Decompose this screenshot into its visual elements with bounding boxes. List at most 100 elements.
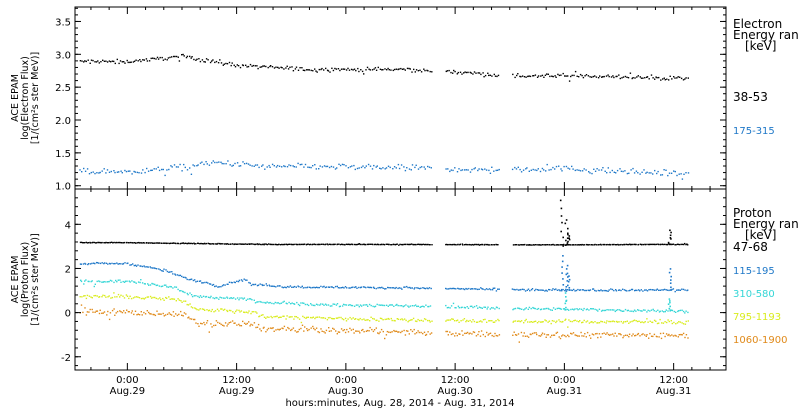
data-point	[603, 243, 605, 246]
data-point	[424, 69, 426, 72]
data-point	[261, 284, 264, 287]
data-point	[362, 243, 364, 246]
data-point	[169, 242, 172, 244]
data-point	[604, 289, 607, 292]
data-point	[685, 243, 687, 246]
data-point	[626, 334, 629, 337]
data-point	[667, 310, 669, 312]
data-point	[101, 281, 103, 283]
data-point	[366, 66, 369, 69]
data-point	[669, 229, 671, 232]
data-point	[243, 163, 246, 165]
data-point	[183, 242, 185, 245]
data-point	[211, 308, 213, 311]
data-point	[140, 279, 142, 281]
data-point	[164, 242, 166, 244]
data-point	[113, 241, 115, 244]
data-point	[540, 244, 542, 246]
data-point	[306, 316, 308, 319]
data-point	[460, 169, 462, 172]
data-point	[201, 161, 203, 163]
data-point	[116, 262, 118, 264]
data-point	[660, 337, 663, 340]
y-axis-label: log(Proton Flux)	[20, 242, 31, 317]
data-point	[523, 288, 525, 291]
data-point	[655, 76, 657, 78]
data-point	[330, 286, 332, 288]
data-point	[152, 313, 154, 316]
data-point	[126, 280, 128, 282]
data-point	[269, 301, 271, 304]
data-point	[630, 244, 632, 246]
data-point	[551, 334, 553, 337]
data-point	[556, 307, 558, 310]
data-point	[306, 286, 308, 289]
data-point	[290, 243, 292, 246]
data-point	[648, 337, 650, 339]
data-point	[415, 69, 418, 71]
data-point	[201, 296, 203, 298]
data-point	[114, 296, 116, 298]
data-point	[388, 243, 390, 246]
data-point	[333, 287, 335, 289]
data-point	[403, 166, 405, 168]
data-point	[661, 289, 663, 291]
data-point	[82, 242, 84, 244]
data-point	[231, 243, 234, 245]
data-point	[411, 243, 413, 245]
data-point	[211, 326, 213, 328]
data-point	[273, 330, 275, 332]
data-point	[659, 318, 661, 321]
data-point	[108, 318, 111, 321]
data-point	[448, 319, 450, 321]
data-point	[260, 301, 262, 303]
data-point	[409, 68, 411, 70]
data-point	[494, 287, 496, 289]
data-point	[283, 325, 286, 328]
data-point	[196, 280, 199, 282]
data-point	[291, 66, 293, 68]
data-point	[447, 244, 449, 246]
data-point	[658, 336, 660, 338]
data-point	[240, 325, 243, 327]
data-point	[231, 297, 233, 300]
data-point	[174, 273, 176, 275]
data-point	[141, 282, 144, 284]
data-point	[562, 255, 564, 257]
data-point	[132, 297, 135, 299]
data-point	[164, 314, 167, 316]
data-point	[538, 335, 540, 337]
data-point	[532, 306, 534, 309]
data-point	[196, 58, 198, 60]
data-point	[224, 284, 226, 286]
data-point	[312, 325, 314, 328]
data-point	[326, 286, 328, 288]
data-point	[469, 244, 471, 246]
data-point	[301, 302, 304, 304]
data-point	[111, 241, 113, 243]
data-point	[624, 308, 627, 311]
data-point	[666, 289, 669, 291]
x-tick-label: 12:00	[441, 375, 470, 386]
data-point	[184, 300, 187, 302]
data-point	[498, 307, 500, 310]
data-point	[347, 67, 349, 70]
series-310-580	[80, 279, 689, 314]
data-point	[520, 171, 523, 173]
data-point	[153, 313, 155, 316]
data-point	[454, 335, 456, 337]
data-point	[427, 319, 429, 322]
data-point	[165, 242, 168, 245]
data-point	[369, 69, 371, 71]
legend-title: Proton	[733, 206, 772, 220]
data-point	[310, 327, 312, 329]
data-point	[98, 241, 100, 244]
data-point	[202, 282, 204, 284]
data-point	[562, 320, 564, 323]
data-point	[256, 326, 259, 328]
data-point	[648, 243, 651, 246]
data-point	[532, 321, 534, 323]
data-point	[610, 76, 613, 78]
data-point	[168, 296, 170, 298]
data-point	[329, 243, 332, 246]
